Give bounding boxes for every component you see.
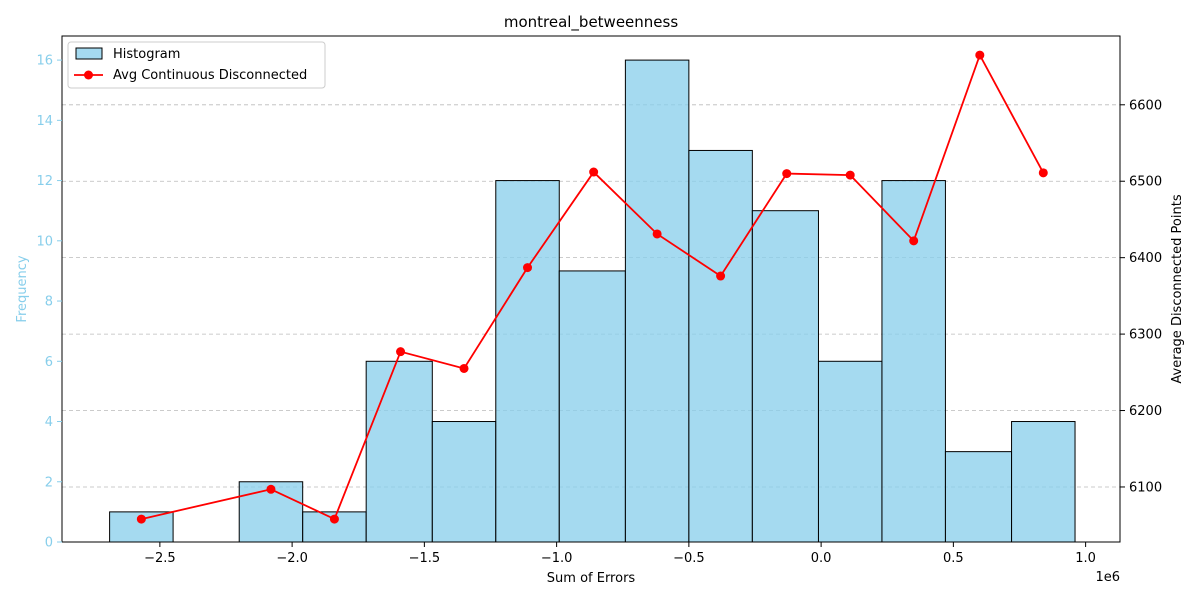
- y-left-tick-label: 12: [36, 174, 53, 189]
- y-left-tick-label: 0: [45, 536, 53, 551]
- legend: Histogram Avg Continuous Disconnected: [67, 41, 326, 89]
- y-left-tick-label: 14: [36, 114, 53, 129]
- histogram-bars: [109, 59, 1076, 543]
- x-tick-label: 1.0: [1075, 551, 1096, 566]
- line-point: [459, 363, 469, 373]
- y-axis-left-title: Frequency: [15, 255, 30, 322]
- histogram-bar: [624, 59, 690, 543]
- y-axis-left: 0 2 4 6 8 10 12 14 16: [36, 54, 62, 551]
- legend-line-label: Avg Continuous Disconnected: [113, 68, 307, 83]
- histogram-bar: [881, 180, 946, 543]
- line-point: [1038, 168, 1048, 178]
- legend-histogram-label: Histogram: [113, 47, 180, 62]
- line-point: [589, 167, 599, 177]
- line-point: [396, 347, 406, 357]
- x-tick-label: −1.5: [409, 551, 441, 566]
- histogram-bar: [817, 360, 883, 543]
- histogram-bar: [688, 149, 753, 543]
- line-point: [523, 263, 533, 273]
- y-left-tick-label: 2: [45, 475, 53, 490]
- histogram-bar: [558, 270, 626, 543]
- legend-box: [67, 41, 326, 89]
- line-point: [716, 271, 726, 281]
- histogram-bar: [944, 451, 1013, 543]
- histogram-bar: [751, 210, 819, 543]
- histogram-bar: [365, 360, 433, 543]
- y-left-tick-label: 16: [36, 54, 53, 69]
- histogram-bar: [431, 421, 497, 543]
- y-axis-right: 6100 6200 6300 6400 6500 6600: [1120, 98, 1162, 495]
- x-axis: −2.5 −2.0 −1.5 −1.0 −0.5 0.0 0.5 1.0: [144, 542, 1096, 566]
- line-point: [975, 50, 985, 60]
- histogram-bar: [495, 180, 560, 543]
- histogram-bar: [1011, 421, 1076, 543]
- y-right-tick-label: 6500: [1129, 175, 1162, 190]
- y-left-tick-label: 6: [45, 355, 53, 370]
- y-right-tick-label: 6600: [1129, 98, 1162, 113]
- y-right-tick-label: 6100: [1129, 480, 1162, 495]
- y-axis-right-title: Average Disconnected Points: [1170, 194, 1185, 383]
- line-point: [845, 170, 855, 180]
- y-right-tick-label: 6400: [1129, 251, 1162, 266]
- line-point: [909, 236, 919, 246]
- x-axis-title: Sum of Errors: [547, 571, 636, 586]
- chart-title: montreal_betweenness: [504, 13, 679, 32]
- y-right-tick-label: 6300: [1129, 328, 1162, 343]
- x-tick-label: −0.5: [673, 551, 705, 566]
- y-right-tick-label: 6200: [1129, 404, 1162, 419]
- line-point: [136, 514, 146, 524]
- line-point: [329, 514, 339, 524]
- x-axis-offset-label: 1e6: [1095, 570, 1120, 585]
- legend-line-marker: [84, 70, 93, 80]
- y-left-tick-label: 10: [36, 234, 53, 249]
- x-tick-label: −2.5: [144, 551, 176, 566]
- y-left-tick-label: 8: [45, 295, 53, 310]
- line-point: [652, 229, 662, 239]
- avg-disconnected-line: [136, 50, 1048, 524]
- x-tick-label: −2.0: [276, 551, 308, 566]
- x-tick-label: 0.0: [811, 551, 832, 566]
- line-point: [266, 484, 276, 494]
- y-left-tick-label: 4: [45, 415, 53, 430]
- x-tick-label: 0.5: [943, 551, 964, 566]
- line-point: [782, 169, 792, 179]
- plot-frame: [61, 35, 1121, 543]
- line-series-path: [141, 52, 1045, 521]
- x-tick-label: −1.0: [541, 551, 573, 566]
- legend-histogram-swatch: [75, 47, 103, 60]
